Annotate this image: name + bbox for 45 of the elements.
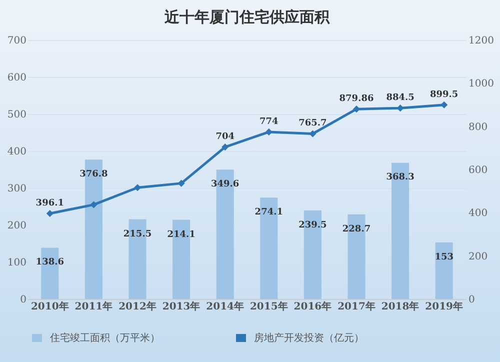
y-tick-label: 400 — [7, 146, 26, 158]
data-label: 396.1 — [36, 198, 64, 209]
y2-tick-label: 800 — [468, 122, 488, 133]
y2-tick-label: 200 — [468, 251, 488, 262]
y-tick-label: 600 — [7, 72, 26, 84]
x-tick-label: 2011年 — [74, 300, 113, 312]
data-label: 228.7 — [342, 224, 371, 234]
x-tick-label: 2010年 — [30, 300, 69, 312]
y-tick-label: 700 — [7, 36, 26, 46]
legend-label: 房地产开发投资（亿元） — [254, 332, 364, 344]
data-label: 774 — [260, 116, 278, 127]
data-label: 368.3 — [386, 172, 414, 183]
data-label: 765.7 — [298, 118, 327, 129]
data-label: 884.5 — [386, 93, 414, 104]
x-tick-label: 2012年 — [118, 300, 156, 312]
x-tick-label: 2015年 — [250, 300, 288, 312]
x-tick-label: 2016年 — [294, 300, 332, 312]
data-label: 239.5 — [298, 220, 327, 230]
x-tick-label: 2019年 — [425, 300, 464, 312]
y-tick-label: 300 — [7, 184, 26, 194]
y-tick-label: 100 — [7, 258, 26, 268]
y-tick-label: 200 — [7, 220, 26, 232]
x-tick-label: 2018年 — [381, 300, 420, 312]
data-label: 153 — [434, 252, 454, 262]
legend-label: 住宅竣工面积（万平米） — [50, 332, 160, 344]
data-label: 899.5 — [430, 90, 458, 100]
data-label: 349.6 — [211, 180, 240, 190]
data-label: 214.1 — [167, 230, 196, 240]
data-label: 879.86 — [339, 94, 374, 104]
y2-tick-label: 1200 — [468, 36, 494, 46]
y-tick-label: 500 — [7, 110, 26, 120]
x-tick-label: 2017年 — [338, 300, 376, 312]
y2-tick-label: 0 — [468, 294, 475, 306]
y2-tick-label: 600 — [468, 165, 488, 176]
data-label: 376.8 — [80, 170, 108, 180]
data-label: 274.1 — [254, 208, 283, 218]
y-tick-label: 0 — [20, 294, 26, 306]
x-tick-label: 2014年 — [206, 300, 244, 312]
y2-tick-label: 1000 — [468, 78, 494, 90]
data-label: 704 — [216, 132, 234, 142]
y2-tick-label: 400 — [468, 208, 488, 220]
data-label: 138.6 — [36, 258, 64, 268]
chart-title: 近十年厦门住宅供应面积 — [164, 8, 330, 26]
data-label: 215.5 — [123, 229, 152, 240]
x-tick-label: 2013年 — [162, 300, 200, 312]
